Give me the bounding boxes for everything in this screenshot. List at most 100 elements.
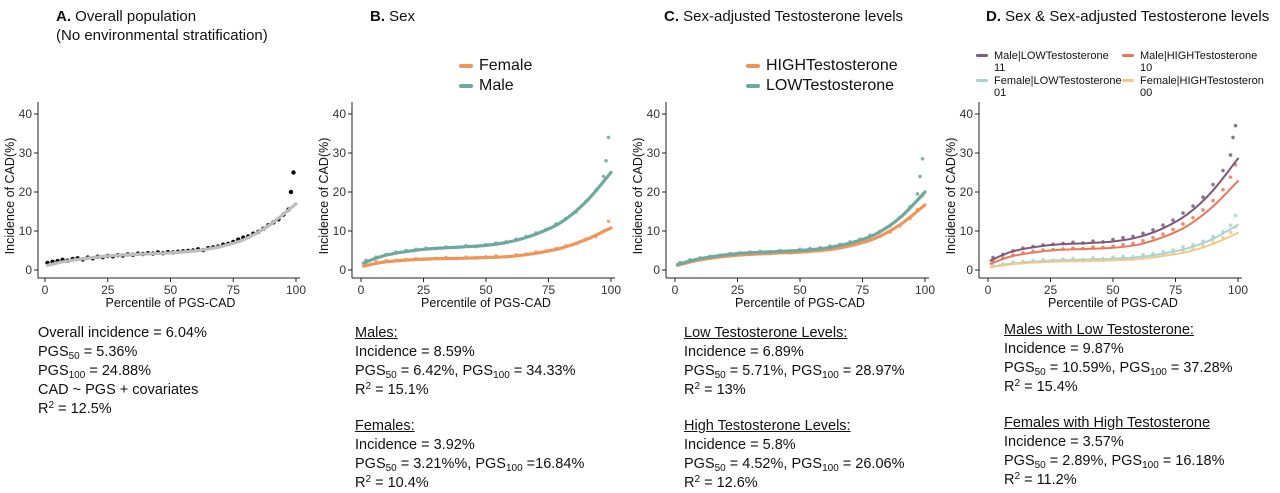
- panel-d-title: D. Sex & Sex-adjusted Testosterone level…: [986, 7, 1269, 27]
- panel-d-stats: Males with Low Testosterone: Incidence =…: [1004, 321, 1233, 490]
- low-t-incidence: Incidence = 6.89%: [684, 344, 804, 360]
- high-t-pgs: PGS50 = 4.52%, PGS100 = 26.06%: [684, 456, 905, 474]
- males-incidence: Incidence = 8.59%: [355, 344, 475, 360]
- panel-a-subtitle: (No environmental stratification): [56, 27, 268, 44]
- legend-label: HIGHTestosterone: [766, 57, 898, 74]
- females-high-t-pgs: PGS50 = 2.89%, PGS100 = 16.18%: [1004, 453, 1225, 471]
- panel-c-title-text: Sex-adjusted Testosterone levels: [683, 8, 904, 25]
- group-low-t-heading: Low Testosterone Levels:: [684, 325, 848, 341]
- chart-b-x-tick-label: 100: [601, 283, 621, 297]
- chart-d-series-1-fit-line: [989, 180, 1239, 265]
- chart-d-series-0-point-22: [1211, 182, 1215, 187]
- chart-d-x-tick-label: 25: [1044, 283, 1058, 297]
- legend-b-item-0: Female: [459, 57, 532, 75]
- stat-model: CAD ~ PGS + covariates: [38, 382, 199, 398]
- legend-label: Male: [479, 77, 514, 94]
- chart-d-series-1-point-22: [1211, 198, 1215, 203]
- chart-a-y-tick-label: 30: [19, 146, 33, 160]
- group-females-heading: Females:: [355, 418, 415, 434]
- panel-a-title-text: Overall population: [75, 8, 197, 25]
- legend-label: Female: [479, 57, 533, 74]
- chart-c-x-label: Percentile of PGS-CAD: [735, 296, 865, 310]
- chart-d-y-tick-label: 0: [966, 263, 973, 277]
- chart-d-x-tick-label: 50: [1106, 283, 1120, 297]
- chart-d-x-tick-label: 75: [1169, 283, 1183, 297]
- legend-d-item-3: Female|HIGHTestosteron 00: [1122, 75, 1264, 99]
- chart-b-series-0-fit-line: [361, 226, 613, 268]
- stat-pgs50: PGS50 = 5.36%: [38, 344, 138, 362]
- chart-a-y-label: Incidence of CAD(%): [3, 138, 17, 255]
- chart-b-series-1-point-25: [604, 159, 608, 163]
- chart-b-series-1-point-24: [601, 174, 606, 179]
- chart-d-y-tick-label: 30: [960, 146, 974, 160]
- chart-b-x-label: Percentile of PGS-CAD: [421, 296, 551, 310]
- chart-d-y-tick-label: 20: [960, 185, 974, 199]
- panel-b-letter: B.: [370, 8, 385, 25]
- chart-d-y-tick-label: 40: [960, 107, 974, 121]
- chart-b-series-1-point-26: [606, 135, 611, 140]
- legend-c-item-1: LOWTestosterone: [746, 77, 894, 95]
- chart-d-x-tick-label: 0: [985, 283, 992, 297]
- chart-c-series-1-point-25: [918, 174, 922, 179]
- chart-d-series-3-point-24: [1228, 230, 1233, 235]
- chart-c-series-1-fit-line: [675, 190, 927, 267]
- legend-c-item-0: HIGHTestosterone: [746, 57, 898, 75]
- chart-a-series-0-point-50: [291, 170, 296, 175]
- chart-a-x-tick-label: 75: [227, 283, 241, 297]
- legend-code: 01: [994, 87, 1007, 99]
- females-r2: R2 = 10.4%: [355, 474, 429, 492]
- chart-d-x-label: Percentile of PGS-CAD: [1048, 296, 1178, 310]
- chart-c-y-label: Incidence of CAD(%): [631, 138, 645, 255]
- panel-b: B. Sex Males: Incidence = 8.59% PGS50 = …: [320, 0, 640, 492]
- chart-c-x-tick-label: 0: [672, 283, 679, 297]
- chart-c-y-tick-label: 10: [647, 224, 661, 238]
- chart-c-series-1-point-24: [915, 192, 920, 196]
- chart-b-y-tick-label: 10: [333, 224, 347, 238]
- chart-c-x-tick-label: 25: [731, 283, 745, 297]
- legend-swatch: [1122, 54, 1134, 57]
- chart-c-series-1-point-26: [920, 157, 925, 161]
- chart-d-series-0-point-15: [1141, 231, 1145, 236]
- chart-c-x-tick-label: 50: [793, 283, 807, 297]
- low-t-r2: R2 = 13%: [684, 381, 746, 399]
- legend-swatch: [459, 84, 473, 88]
- chart-d-series-0-point-18: [1171, 218, 1175, 222]
- chart-d-series-0-point-26: [1233, 123, 1238, 128]
- chart-d-series-1-point-19: [1181, 222, 1185, 226]
- chart-c-x-tick-label: 100: [915, 283, 935, 297]
- chart-b-y-tick-label: 20: [333, 185, 347, 199]
- high-t-incidence: Incidence = 5.8%: [684, 437, 796, 453]
- chart-b-x-tick-label: 25: [417, 283, 431, 297]
- chart-d-x-tick-label: 100: [1228, 283, 1248, 297]
- panel-b-title-text: Sex: [389, 8, 416, 25]
- males-low-t-incidence: Incidence = 9.87%: [1004, 341, 1124, 357]
- legend-swatch: [976, 79, 988, 82]
- panel-d: D. Sex & Sex-adjusted Testosterone level…: [960, 0, 1280, 492]
- legend-d-item-1: Male|HIGHTestosterone 10: [1122, 50, 1257, 74]
- chart-c-y-tick-label: 20: [647, 185, 661, 199]
- legend-code: 10: [1140, 62, 1153, 74]
- chart-a-x-tick-label: 25: [101, 283, 115, 297]
- chart-a-series-0-fit-line: [45, 202, 298, 267]
- chart-a-x-tick-label: 50: [164, 283, 178, 297]
- panel-c-stats: Low Testosterone Levels: Incidence = 6.8…: [684, 324, 904, 493]
- panel-d-letter: D.: [986, 8, 1001, 25]
- chart-d-y-label: Incidence of CAD(%): [944, 138, 958, 255]
- panel-c-title: C. Sex-adjusted Testosterone levels: [664, 7, 903, 27]
- panel-c-letter: C.: [664, 8, 679, 25]
- panel-a-title: A. Overall population: [56, 7, 196, 27]
- stat-r2: R2 = 12.5%: [38, 400, 112, 418]
- legend-d-item-0: Male|LOWTestosterone 11: [976, 50, 1109, 74]
- chart-a-x-tick-label: 0: [42, 283, 49, 297]
- chart-b-series-1-fit-line: [361, 170, 613, 265]
- females-incidence: Incidence = 3.92%: [355, 437, 475, 453]
- chart-d-series-3-fit-line: [989, 231, 1239, 269]
- females-pgs: PGS50 = 3.21%%, PGS100 =16.84%: [355, 456, 585, 474]
- chart-d-series-1-point-23: [1221, 187, 1225, 192]
- males-low-t-pgs: PGS50 = 10.59%, PGS100 = 37.28%: [1004, 360, 1233, 378]
- stat-pgs100: PGS100 = 24.88%: [38, 363, 152, 381]
- panel-a: A. Overall population (No environmental …: [0, 0, 320, 492]
- legend-swatch: [459, 64, 473, 68]
- group-males-heading: Males:: [355, 325, 398, 341]
